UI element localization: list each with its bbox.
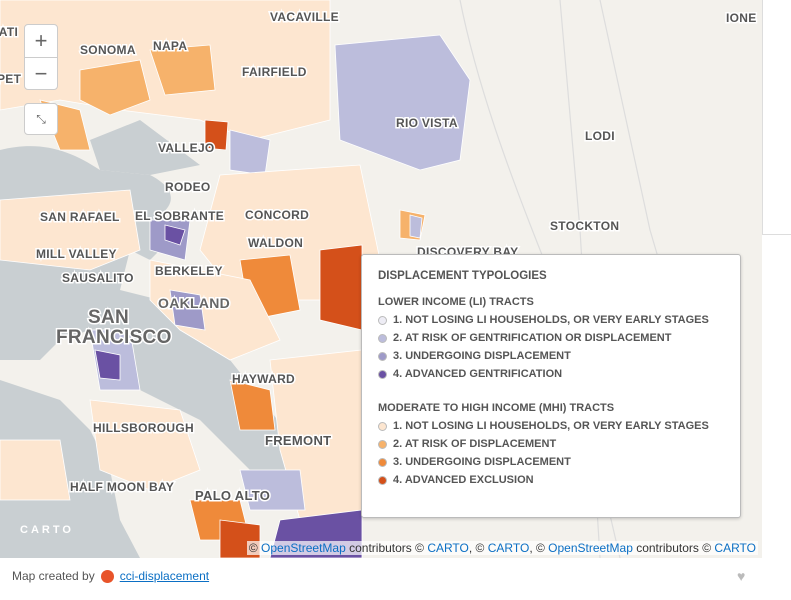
attribution-text: contributors © [632, 541, 715, 555]
place-label: OAKLAND [158, 295, 230, 311]
place-label: RIO VISTA [396, 116, 458, 130]
legend-swatch [378, 315, 387, 325]
place-label: FRANCISCO [56, 327, 172, 348]
tracts [0, 0, 471, 558]
place-label: SAN RAFAEL [40, 210, 120, 224]
attribution-link[interactable]: OpenStreetMap [261, 541, 346, 555]
place-label: SONOMA [80, 43, 136, 57]
legend-item: 4. ADVANCED EXCLUSION [378, 474, 732, 486]
zoom-in[interactable]: + [25, 25, 57, 58]
carto-logo: CARTO [20, 524, 74, 536]
legend-swatch [378, 369, 387, 379]
place-label: WALDON [248, 236, 303, 250]
water [0, 380, 140, 558]
attribution: © OpenStreetMap contributors © CARTO, © … [246, 541, 758, 555]
legend-item: 4. ADVANCED GENTRIFICATION [378, 368, 732, 380]
footer: Map created by cci-displacement [12, 569, 209, 583]
user-icon [100, 569, 114, 583]
legend-label: 2. AT RISK OF DISPLACEMENT [393, 438, 557, 450]
legend: DISPLACEMENT TYPOLOGIES LOWER INCOME (LI… [361, 254, 741, 518]
legend-heading: MODERATE TO HIGH INCOME (MHI) TRACTS [378, 402, 615, 414]
legend-label: 4. ADVANCED GENTRIFICATION [393, 368, 563, 380]
attribution-text: © [248, 541, 262, 555]
place-label: PALO ALTO [195, 488, 270, 503]
legend-label: 3. UNDERGOING DISPLACEMENT [393, 350, 571, 362]
legend-group: LOWER INCOME (LI) TRACTS 1. NOT LOSING LI… [370, 296, 732, 380]
zoom-out[interactable]: − [34, 61, 48, 86]
like-button[interactable]: ♥ [737, 568, 746, 584]
attribution-text: , © [468, 541, 488, 555]
map-canvas: VACAVILLE SONOMA NAPA FAIRFIELD IONE RIO… [0, 0, 758, 558]
legend-item: 2. AT RISK OF GENTRIFICATION OR DISPLACE… [378, 332, 732, 344]
place-label: MILL VALLEY [36, 247, 117, 261]
side-panel [762, 0, 791, 235]
place-label: TATI [0, 25, 18, 39]
footer-link[interactable]: cci-displacement [119, 569, 210, 583]
attribution-link[interactable]: OpenStreetMap [548, 541, 633, 555]
legend-label: 1. NOT LOSING LI HOUSEHOLDS, OR VERY EAR… [393, 314, 709, 326]
water [90, 120, 200, 175]
place-label: NAPA [153, 39, 187, 53]
legend-item: 1. NOT LOSING LI HOUSEHOLDS, OR VERY EAR… [378, 420, 732, 432]
place-label: SAN [88, 307, 129, 328]
place-label: FAIRFIELD [242, 65, 307, 79]
place-label: RODEO [165, 180, 211, 194]
legend-heading: LOWER INCOME (LI) TRACTS [378, 296, 534, 308]
place-label: CONCORD [245, 208, 309, 222]
attribution-link[interactable]: CARTO [487, 541, 530, 555]
legend-title: DISPLACEMENT TYPOLOGIES [378, 270, 547, 282]
legend-item: 3. UNDERGOING DISPLACEMENT [378, 456, 732, 468]
legend-item: 1. NOT LOSING LI HOUSEHOLDS, OR VERY EAR… [378, 314, 732, 326]
place-label: FREMONT [265, 433, 331, 448]
legend-swatch [378, 457, 387, 467]
legend-swatch [378, 439, 387, 449]
place-label: LODI [585, 129, 615, 143]
place-label: SAUSALITO [62, 271, 134, 285]
legend-item: 3. UNDERGOING DISPLACEMENT [378, 350, 732, 362]
legend-swatch [378, 333, 387, 343]
attribution-link[interactable]: CARTO [427, 541, 469, 555]
map[interactable]: VACAVILLE SONOMA NAPA FAIRFIELD IONE RIO… [0, 0, 762, 558]
place-label: HILLSBOROUGH [93, 421, 194, 435]
place-label: VALLEJO [158, 141, 215, 155]
place-label: PET [0, 72, 22, 86]
attribution-link[interactable]: CARTO [714, 541, 756, 555]
legend-label: 1. NOT LOSING LI HOUSEHOLDS, OR VERY EAR… [393, 420, 709, 432]
place-label: HAYWARD [232, 372, 295, 386]
legend-label: 4. ADVANCED EXCLUSION [393, 474, 534, 486]
place-label: IONE [726, 11, 757, 25]
legend-swatch [378, 351, 387, 361]
attribution-text: contributors © [345, 541, 428, 555]
legend-swatch [378, 475, 387, 485]
attribution-text: , © [529, 541, 549, 555]
place-label: HALF MOON BAY [70, 480, 174, 494]
legend-label: 2. AT RISK OF GENTRIFICATION OR DISPLACE… [393, 332, 672, 344]
legend-item: 2. AT RISK OF DISPLACEMENT [378, 438, 732, 450]
place-label: EL SOBRANTE [135, 209, 224, 223]
zoom-control: + − [24, 24, 58, 90]
legend-label: 3. UNDERGOING DISPLACEMENT [393, 456, 571, 468]
place-label: BERKELEY [155, 264, 223, 278]
footer-prefix: Map created by [12, 569, 95, 583]
place-label: VACAVILLE [270, 10, 339, 24]
place-label: STOCKTON [550, 219, 619, 233]
legend-group: MODERATE TO HIGH INCOME (MHI) TRACTS 1. N… [370, 402, 732, 486]
fullscreen-button[interactable]: ⤡ [24, 103, 58, 135]
legend-swatch [378, 421, 387, 431]
